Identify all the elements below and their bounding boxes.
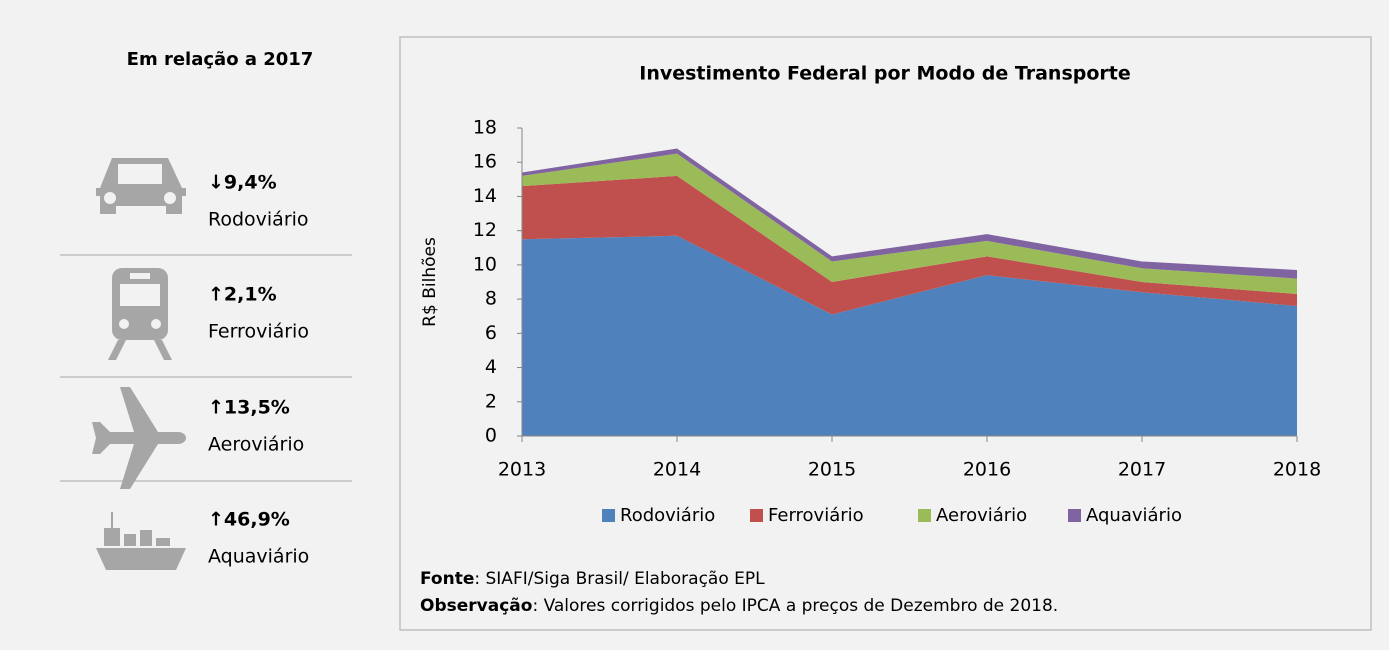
note-text: : Valores corrigidos pelo IPCA a preços … <box>532 596 1058 616</box>
y-tick-label: 16 <box>473 151 497 173</box>
mode-label: Aquaviário <box>208 546 309 568</box>
legend-label: Ferroviário <box>768 505 864 526</box>
panel-title: Em relação a 2017 <box>127 49 314 70</box>
y-tick-label: 8 <box>485 288 497 310</box>
plane-icon <box>92 387 186 489</box>
chart-title: Investimento Federal por Modo de Transpo… <box>639 63 1131 85</box>
change-value: ↓9,4% <box>208 172 277 194</box>
area <box>522 175 1297 315</box>
note-label: Observação <box>420 596 532 616</box>
area <box>522 235 1297 436</box>
mode-label: Ferroviário <box>208 321 309 343</box>
note: Fonte: SIAFI/Siga Brasil/ Elaboração EPL <box>420 569 765 589</box>
mode-label: Rodoviário <box>208 209 309 231</box>
x-tick-label: 2016 <box>963 459 1011 481</box>
y-tick-label: 18 <box>473 117 497 139</box>
y-tick-label: 2 <box>485 390 497 412</box>
area <box>522 148 1297 279</box>
x-tick-label: 2018 <box>1273 459 1321 481</box>
legend-swatch <box>602 509 615 522</box>
change-value: ↑13,5% <box>208 397 290 419</box>
ship-icon <box>96 512 186 570</box>
legend-swatch <box>750 509 763 522</box>
legend-swatch <box>918 509 931 522</box>
note: Observação: Valores corrigidos pelo IPCA… <box>420 596 1058 616</box>
icons <box>92 158 186 570</box>
x-tick-label: 2017 <box>1118 459 1166 481</box>
mode-label: Aeroviário <box>208 434 304 456</box>
y-tick-label: 4 <box>485 356 497 378</box>
x-tick-label: 2014 <box>653 459 701 481</box>
y-axis-label: R$ Bilhões <box>420 237 440 327</box>
y-tick-label: 10 <box>473 253 497 275</box>
y-tick-label: 14 <box>473 185 497 207</box>
legend-label: Aquaviário <box>1086 505 1182 526</box>
y-tick-label: 6 <box>485 322 497 344</box>
note-label: Fonte <box>420 569 474 589</box>
legend-label: Rodoviário <box>620 505 715 526</box>
car-icon <box>96 158 186 214</box>
train-icon <box>108 268 172 360</box>
change-value: ↑2,1% <box>208 284 277 306</box>
y-tick-label: 12 <box>473 219 497 241</box>
change-value: ↑46,9% <box>208 509 290 531</box>
legend-label: Aeroviário <box>936 505 1027 526</box>
legend-swatch <box>1068 509 1081 522</box>
x-tick-label: 2015 <box>808 459 856 481</box>
y-tick-label: 0 <box>485 425 497 447</box>
area <box>522 153 1297 294</box>
x-tick-label: 2013 <box>498 459 546 481</box>
note-text: : SIAFI/Siga Brasil/ Elaboração EPL <box>474 569 765 589</box>
